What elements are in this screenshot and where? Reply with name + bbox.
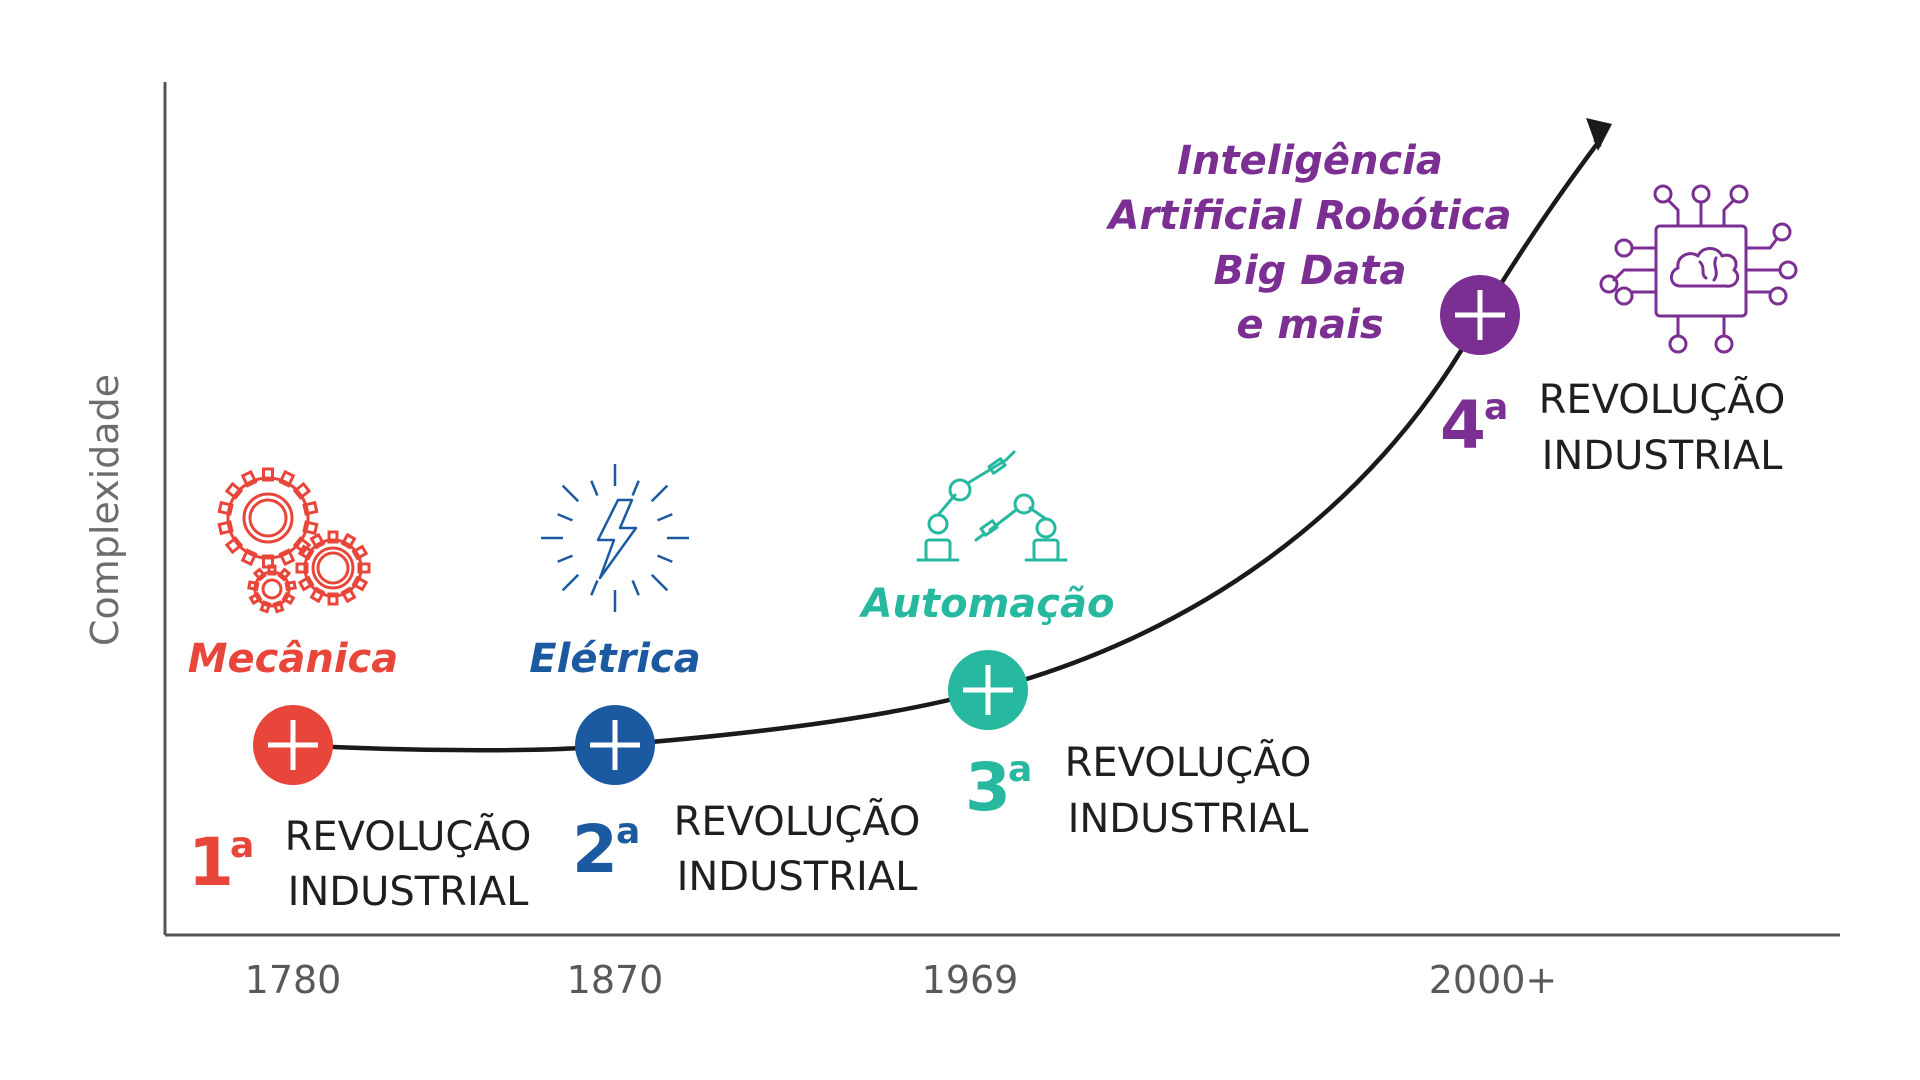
ordinal-number-4: 4 <box>1440 387 1486 464</box>
light-ray <box>633 481 639 496</box>
gear-tooth <box>300 547 313 559</box>
theme-label-4-line1: Inteligência <box>1177 138 1443 184</box>
ordinal-suffix-2: a <box>616 811 640 852</box>
brain-circuit-icon <box>1601 186 1796 352</box>
revolution-label-line2-3: INDUSTRIAL <box>1068 796 1310 842</box>
revolution-label-line2-4: INDUSTRIAL <box>1542 433 1784 479</box>
revolution-2: Elétrica 2 a REVOLUÇÃO INDUSTRIAL <box>529 464 920 900</box>
gear-tooth <box>219 503 232 514</box>
ordinal-number-2: 2 <box>572 811 618 888</box>
light-ray <box>633 580 639 595</box>
revolution-label-line1-2: REVOLUÇÃO <box>674 797 921 845</box>
gear-tooth <box>354 578 367 590</box>
x-tick-1780: 1780 <box>245 958 342 1002</box>
revolution-4: Inteligência Artificial Robótica Big Dat… <box>1106 138 1797 479</box>
gear-tooth <box>329 594 337 604</box>
gear-tooth <box>243 550 256 564</box>
theme-label-4-line3: Big Data <box>1213 248 1406 294</box>
gear-tooth <box>312 535 324 548</box>
x-tick-2000-plus: 2000+ <box>1429 958 1558 1002</box>
robot-arm-right <box>976 495 1066 560</box>
gear-tooth <box>227 484 241 498</box>
gear-tooth <box>286 582 295 589</box>
gear-tooth <box>343 589 355 602</box>
light-ray <box>558 556 573 562</box>
gear-tooth <box>359 564 369 572</box>
lightning-bolt <box>598 500 636 578</box>
gear-tooth <box>219 522 232 533</box>
gear-tooth <box>279 569 289 579</box>
theme-label-4-line2: Artificial Robótica <box>1106 193 1512 239</box>
gear-tooth <box>261 602 269 612</box>
light-ray <box>591 580 597 595</box>
curve-arrow-head <box>1586 118 1612 151</box>
light-ray <box>657 556 672 562</box>
small-gear <box>249 566 295 612</box>
milestone-marker-4 <box>1440 275 1520 355</box>
ordinal-number-3: 3 <box>965 749 1011 826</box>
light-ray <box>558 514 573 520</box>
ordinal-suffix-3: a <box>1008 749 1032 790</box>
gear-tooth <box>300 578 313 590</box>
revolution-label-line1-4: REVOLUÇÃO <box>1539 375 1786 423</box>
light-ray <box>652 575 668 591</box>
milestone-marker-3 <box>948 650 1028 730</box>
gear-tooth <box>304 522 317 533</box>
theme-label-4-line4: e mais <box>1236 302 1383 348</box>
light-ray <box>657 514 672 520</box>
revolution-label-line1-1: REVOLUÇÃO <box>285 812 532 860</box>
milestone-marker-2 <box>575 705 655 785</box>
theme-label-mecanica: Mecânica <box>188 636 399 682</box>
gear-tooth <box>304 503 317 514</box>
revolution-label-line1-3: REVOLUÇÃO <box>1065 738 1312 786</box>
light-ray <box>591 481 597 496</box>
light-ray <box>563 575 579 591</box>
gears-icon <box>219 469 369 612</box>
y-axis-title: Complexidade <box>83 374 127 646</box>
theme-label-eletrica: Elétrica <box>529 636 700 682</box>
gear-tooth <box>295 484 309 498</box>
milestone-marker-1 <box>253 705 333 785</box>
gear-tooth <box>280 472 293 486</box>
gear-tooth <box>274 602 282 612</box>
lightning-icon <box>541 464 689 612</box>
gear-tooth <box>269 566 275 574</box>
gear-tooth <box>280 550 293 564</box>
gear-tooth <box>255 569 265 579</box>
light-ray <box>652 486 668 502</box>
theme-label-automacao: Automação <box>859 581 1115 627</box>
robot-arms-icon <box>918 452 1066 560</box>
ordinal-number-1: 1 <box>188 824 234 901</box>
revolution-label-line2-1: INDUSTRIAL <box>288 869 530 915</box>
gear-tooth <box>249 582 258 589</box>
brain-shape <box>1671 249 1737 287</box>
ordinal-suffix-4: a <box>1484 387 1508 428</box>
x-tick-1969: 1969 <box>922 958 1019 1002</box>
robot-arm-left <box>918 452 1014 560</box>
light-ray <box>563 486 579 502</box>
x-tick-1870: 1870 <box>567 958 664 1002</box>
revolution-3: Automação 3 a REVOLUÇÃO INDUSTRIAL <box>859 452 1312 842</box>
revolution-1: Mecânica 1 a REVOLUÇÃO INDUSTRIAL <box>188 469 532 915</box>
gear-tooth <box>243 472 256 486</box>
gear-tooth <box>343 535 355 548</box>
ordinal-suffix-1: a <box>230 825 254 866</box>
gear-tooth <box>297 564 307 572</box>
gear-tooth <box>329 532 337 542</box>
gear-tooth <box>312 589 324 602</box>
gear-tooth <box>227 538 241 552</box>
revolution-label-line2-2: INDUSTRIAL <box>677 854 919 900</box>
gear-tooth <box>354 547 367 559</box>
